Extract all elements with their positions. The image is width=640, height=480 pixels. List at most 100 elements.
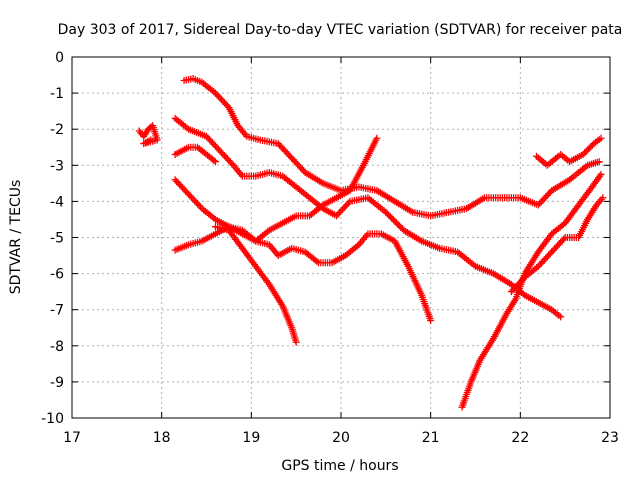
series-1 — [135, 122, 161, 148]
data-point — [147, 136, 155, 144]
data-point — [282, 148, 290, 156]
data-point — [341, 202, 349, 210]
y-tick-label: 0 — [55, 50, 64, 66]
data-point — [518, 276, 526, 284]
data-point — [509, 286, 517, 294]
x-tick-label: 17 — [63, 430, 81, 446]
y-axis-label: SDTVAR / TECUs — [8, 180, 24, 295]
data-point — [343, 201, 351, 209]
data-point — [548, 248, 556, 256]
data-point — [216, 94, 224, 102]
data-point — [297, 164, 305, 172]
x-tick-label: 20 — [332, 430, 350, 446]
data-point — [395, 222, 403, 230]
data-point — [545, 251, 553, 259]
data-point — [214, 145, 222, 153]
x-axis: 17 18 19 20 21 22 23 — [63, 57, 619, 446]
data-point — [317, 202, 325, 210]
data-point — [599, 194, 607, 202]
x-tick-label: 22 — [511, 430, 529, 446]
data-point — [182, 187, 190, 195]
x-tick-label: 19 — [242, 430, 260, 446]
data-point — [334, 210, 342, 218]
data-point — [279, 144, 287, 152]
data-point — [543, 191, 551, 199]
data-point — [587, 143, 595, 151]
data-point — [276, 141, 284, 149]
data-point — [510, 284, 518, 292]
data-point — [283, 149, 291, 157]
data-point — [344, 199, 352, 207]
data-point — [338, 205, 346, 213]
data-point — [194, 200, 202, 208]
data-point — [539, 258, 547, 266]
data-point — [203, 132, 210, 140]
data-point — [195, 201, 203, 209]
series-10 — [532, 134, 605, 169]
series-9 — [507, 194, 607, 296]
data-point — [584, 146, 592, 154]
data-point — [219, 150, 227, 158]
data-point — [220, 99, 228, 107]
data-point — [207, 137, 215, 145]
data-point — [289, 156, 297, 164]
data-point — [210, 156, 218, 164]
data-point — [204, 134, 212, 142]
data-point — [226, 158, 234, 166]
data-point — [557, 313, 565, 321]
data-point — [551, 245, 559, 253]
y-tick-label: -2 — [50, 122, 64, 138]
series-3 — [171, 114, 565, 321]
data-point — [373, 134, 381, 142]
data-point — [280, 146, 288, 154]
data-point — [543, 253, 551, 261]
data-point — [337, 207, 345, 215]
data-point — [298, 165, 306, 173]
y-tick-label: -7 — [50, 303, 64, 319]
data-point — [214, 92, 222, 100]
data-point — [228, 160, 236, 168]
data-point — [542, 254, 550, 262]
data-point — [353, 242, 361, 250]
data-point — [552, 243, 560, 251]
data-point — [582, 147, 590, 155]
y-tick-label: -1 — [50, 86, 64, 102]
data-point — [557, 238, 565, 246]
data-point — [288, 154, 296, 162]
x-axis-label: GPS time / hours — [281, 458, 398, 474]
data-point — [286, 152, 294, 160]
data-point — [213, 91, 221, 99]
data-point — [554, 242, 562, 250]
data-point — [173, 177, 181, 185]
chart-title: Day 303 of 2017, Sidereal Day-to-day VTE… — [58, 22, 623, 38]
series-2 — [180, 75, 603, 220]
data-point — [294, 160, 302, 168]
data-point — [217, 96, 225, 104]
data-point — [225, 156, 233, 164]
data-point — [264, 228, 272, 236]
data-point — [180, 185, 188, 193]
data-point — [208, 139, 216, 147]
data-point — [388, 214, 396, 222]
data-point — [597, 170, 605, 178]
data-point — [222, 100, 230, 108]
data-point — [191, 197, 199, 205]
data-point — [391, 217, 399, 225]
x-tick-label: 21 — [422, 430, 440, 446]
data-point — [171, 176, 179, 184]
data-point — [179, 184, 187, 192]
data-point — [222, 153, 230, 161]
data-point — [519, 290, 527, 298]
data-point — [537, 198, 545, 206]
x-tick-label: 18 — [153, 430, 171, 446]
data-point — [340, 204, 348, 212]
x-tick-label: 23 — [601, 430, 619, 446]
data-point — [507, 288, 515, 296]
data-point — [549, 246, 557, 254]
data-point — [211, 89, 219, 97]
data-point — [185, 190, 193, 198]
data-point — [285, 151, 293, 159]
data-point — [277, 143, 285, 151]
data-point — [542, 193, 550, 201]
data-point — [537, 259, 545, 267]
